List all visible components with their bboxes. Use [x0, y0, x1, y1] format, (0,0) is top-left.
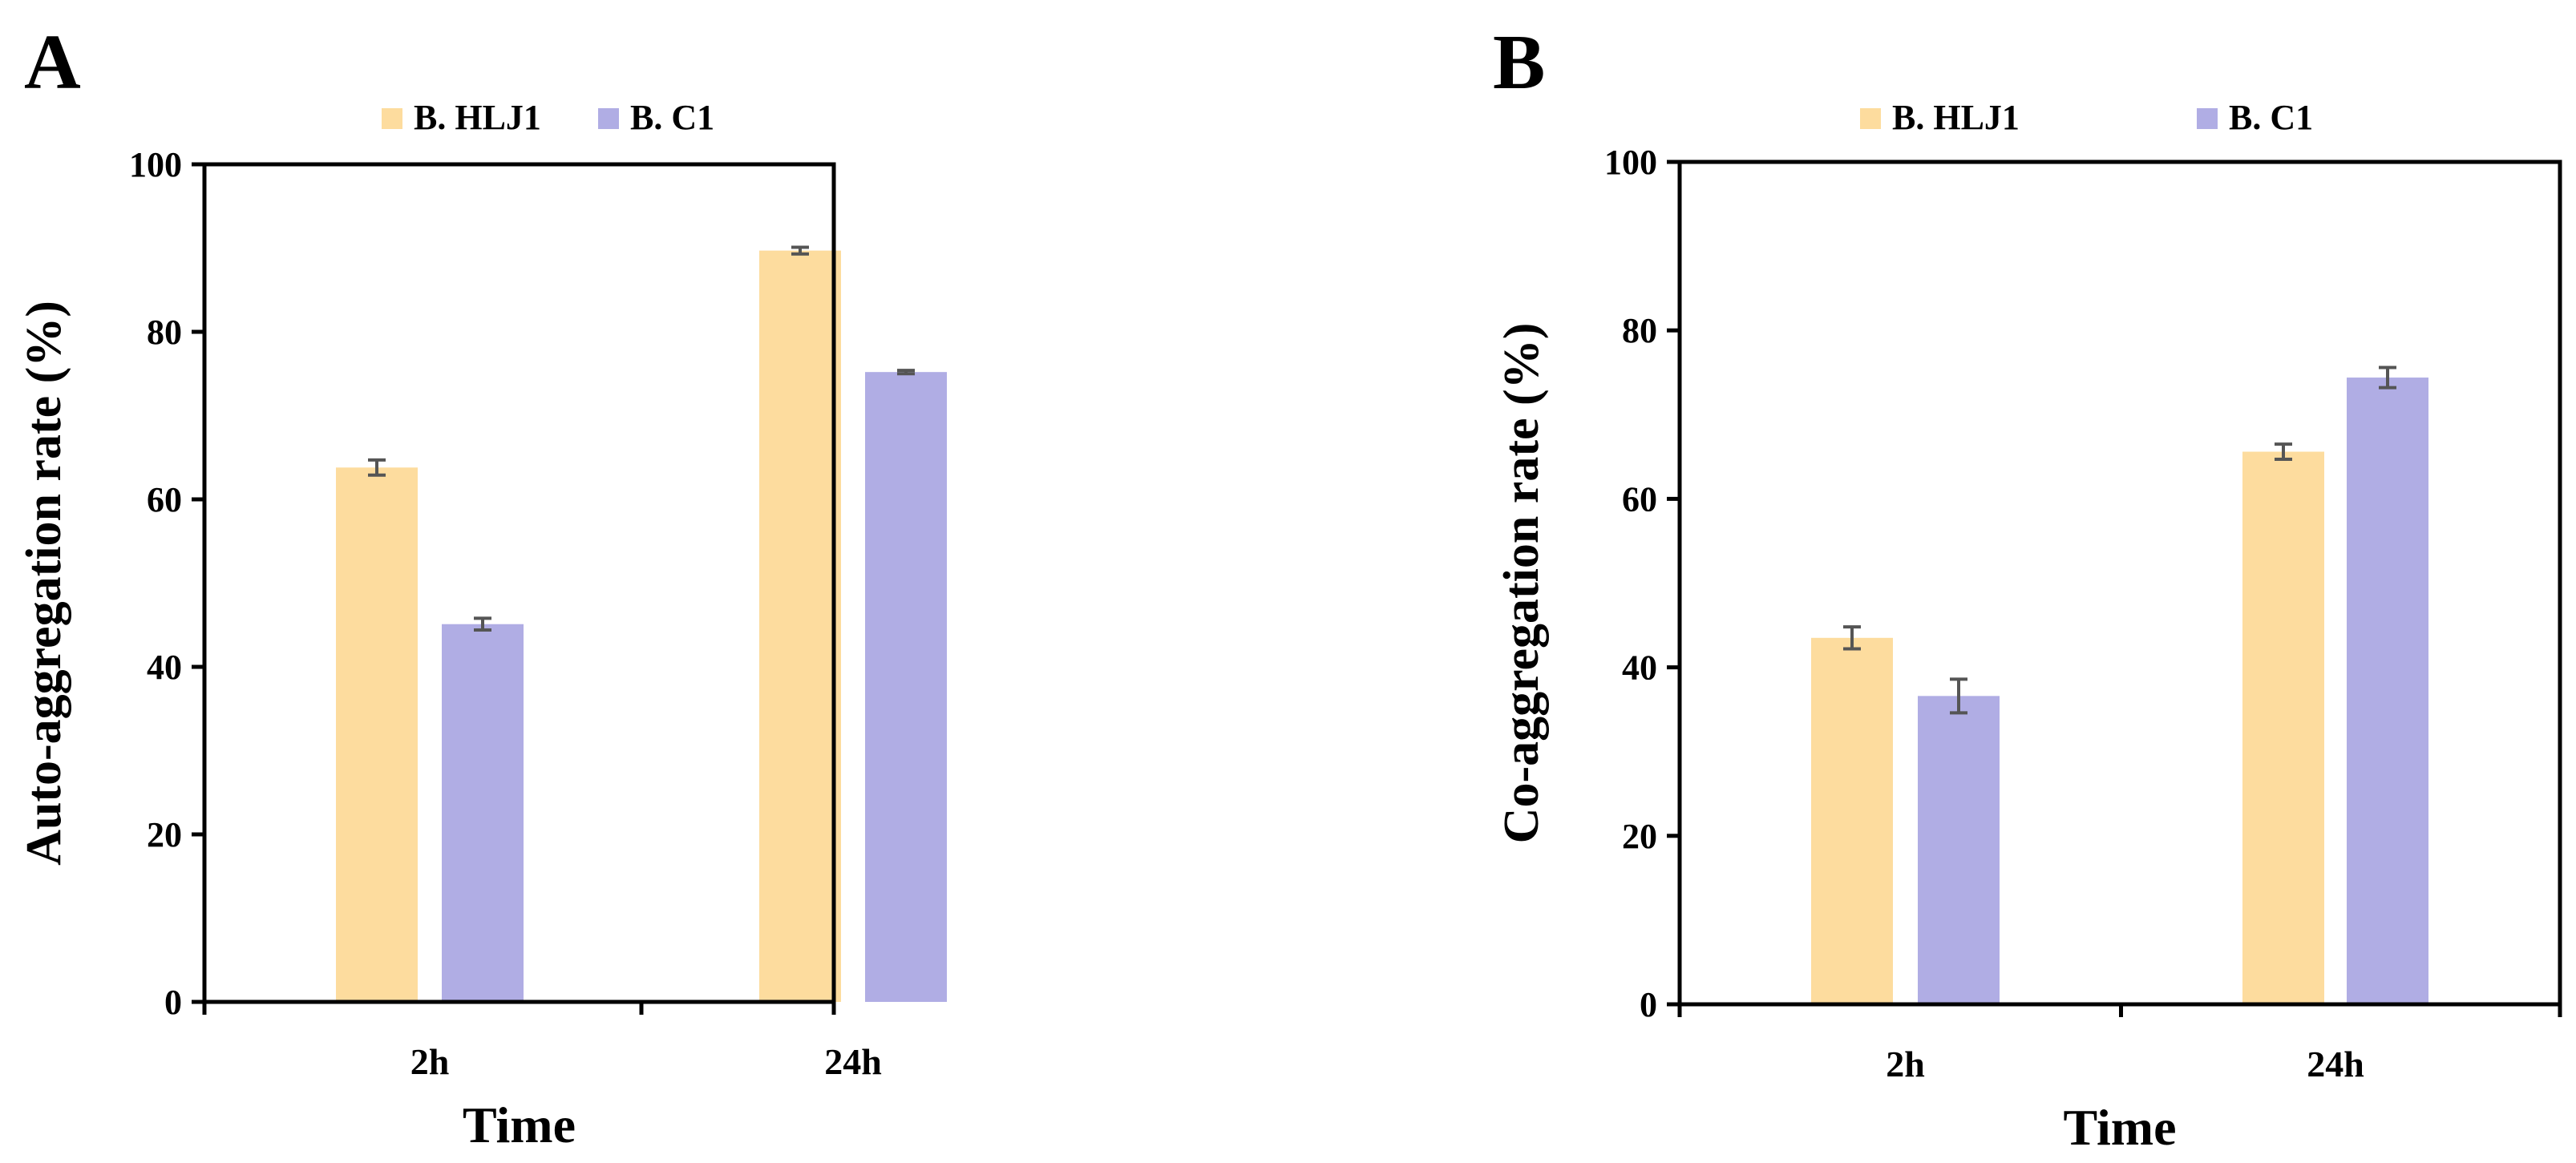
y-tick-label: 40 — [1622, 648, 1657, 688]
legend-label: B. HLJ1 — [1892, 98, 2020, 137]
chart-panel-b: B B. HLJ1 B. C1 0 20 40 60 80 100 2h 24h Time Co-agg… — [1493, 19, 2562, 1156]
panel-label: A — [24, 19, 81, 106]
plot-frame — [202, 162, 836, 1004]
bar — [759, 250, 841, 1002]
x-tick-label: 2h — [1886, 1044, 1925, 1084]
bar — [1918, 696, 2000, 1004]
legend-label: B. C1 — [630, 98, 714, 137]
bar — [2347, 378, 2428, 1004]
y-tick-label: 0 — [164, 983, 182, 1022]
chart-panel-a: A B. HLJ1 B. C1 0 20 40 60 80 100 2h 24h Time Auto-a… — [17, 19, 947, 1153]
bar — [2242, 451, 2324, 1004]
y-tick-label: 60 — [1622, 479, 1657, 519]
bar — [865, 372, 947, 1002]
legend-label: B. HLJ1 — [414, 98, 541, 137]
y-tick-label: 20 — [1622, 817, 1657, 856]
x-tick-label: 24h — [2307, 1044, 2364, 1084]
x-axis-label: Time — [463, 1096, 576, 1153]
legend-swatch — [1860, 108, 1881, 129]
legend-swatch — [2197, 108, 2218, 129]
bar — [442, 624, 524, 1002]
y-tick-label: 80 — [1622, 311, 1657, 350]
y-tick-label: 40 — [147, 648, 182, 687]
bar — [1811, 637, 1893, 1004]
x-tick-label: 2h — [410, 1041, 450, 1082]
x-tick-label: 24h — [824, 1041, 882, 1082]
panel-label: B — [1493, 19, 1545, 106]
legend-swatch — [382, 108, 402, 129]
legend-swatch — [598, 108, 619, 129]
y-tick-label: 20 — [147, 815, 182, 854]
bar — [336, 467, 418, 1002]
y-axis-label: Auto-aggregation rate (%) — [17, 301, 71, 866]
y-axis-label: Co-aggregation rate (%) — [1494, 323, 1549, 844]
y-tick-label: 0 — [1640, 985, 1657, 1024]
y-tick-label: 100 — [129, 145, 182, 184]
y-tick-label: 100 — [1604, 143, 1657, 182]
legend-label: B. C1 — [2229, 98, 2313, 137]
x-axis-label: Time — [2063, 1099, 2176, 1156]
y-tick-label: 60 — [147, 480, 182, 519]
y-tick-label: 80 — [147, 313, 182, 352]
